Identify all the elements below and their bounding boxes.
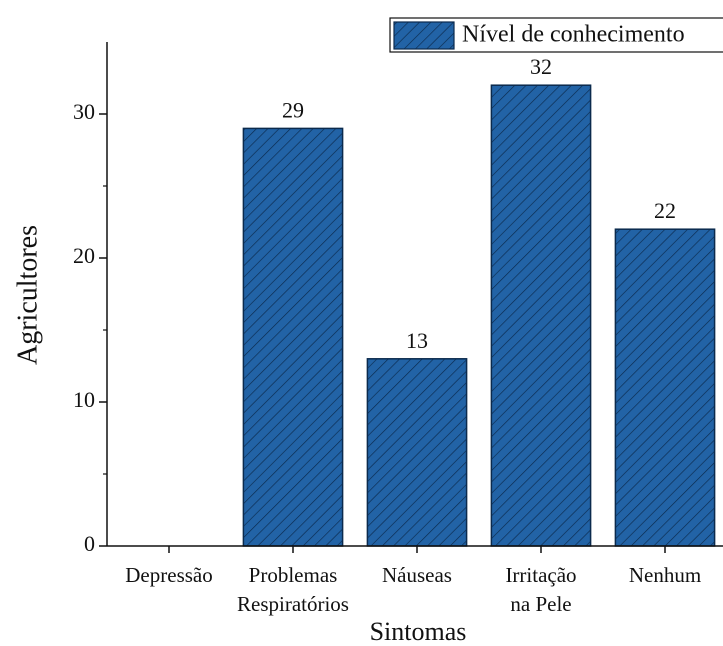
x-tick-label: Nenhum [629,563,701,587]
y-tick-label: 10 [73,387,95,412]
bar-hatch [242,127,344,547]
bar [490,84,592,547]
y-tick-label: 20 [73,243,95,268]
data-label: 29 [282,97,304,122]
x-tick-label: Problemas [249,563,338,587]
bar [366,358,468,547]
y-tick-label: 30 [73,99,95,124]
x-tick-label: Irritação [505,563,576,587]
x-tick-label: Náuseas [382,563,452,587]
data-label: 13 [406,328,428,353]
x-axis-title: Sintomas [370,617,467,646]
legend-label: Nível de conhecimento [462,22,685,48]
x-tick-label: Respiratórios [237,592,349,616]
bar-hatch [490,84,592,547]
y-axis-title: Agricultores [12,225,43,365]
legend: Nível de conhecimento [389,17,723,53]
bar [614,228,716,547]
data-label: 22 [654,198,676,223]
x-tick-label: Depressão [125,563,212,587]
bar-hatch [614,228,716,547]
legend-swatch-hatch [393,21,455,50]
bar [242,127,344,547]
x-tick-label: na Pele [510,592,571,616]
bar-hatch [366,358,468,547]
y-tick-label: 0 [84,531,95,556]
data-label: 32 [530,54,552,79]
